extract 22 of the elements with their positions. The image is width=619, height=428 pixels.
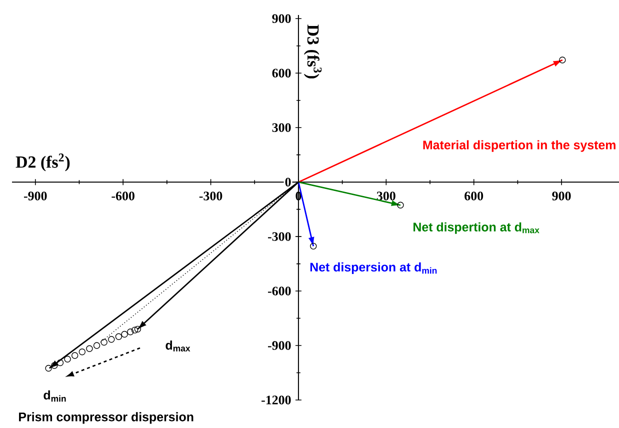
x-axis-title: D2 (fs$^{2}$) [16, 154, 70, 172]
x-tick-label: 300 [376, 192, 396, 200]
y-tick-label: 600 [272, 68, 291, 78]
y-tick-label: -600 [268, 286, 291, 296]
x-tick-label: 600 [464, 192, 484, 200]
series-label: Material dispertion in the system [423, 140, 616, 152]
x-tick-label: -300 [199, 192, 222, 200]
y-tick-label: 300 [272, 123, 291, 132]
x-tick-label: 900 [552, 192, 571, 200]
annotation: d$_{max}$ [166, 340, 190, 352]
y-tick-label: -1200 [262, 396, 291, 404]
series-label: Net dispertion at d$_{max}$ [414, 222, 540, 234]
y-tick-label: -900 [268, 341, 291, 350]
y-tick-label: 0 [285, 178, 291, 186]
y-tick-label: -300 [268, 232, 291, 241]
annotation: d$_{min}$ [44, 390, 66, 402]
y-tick-label: 900 [272, 14, 291, 23]
x-tick-label: -600 [112, 192, 134, 200]
series-label: Net dispersion at d$_{min}$ [310, 262, 437, 274]
y-axis-title: D3 (fs$^{3}$) [304, 24, 322, 78]
text: Prism compressor dispersion [19, 412, 194, 424]
x-tick-label: -900 [24, 192, 47, 200]
